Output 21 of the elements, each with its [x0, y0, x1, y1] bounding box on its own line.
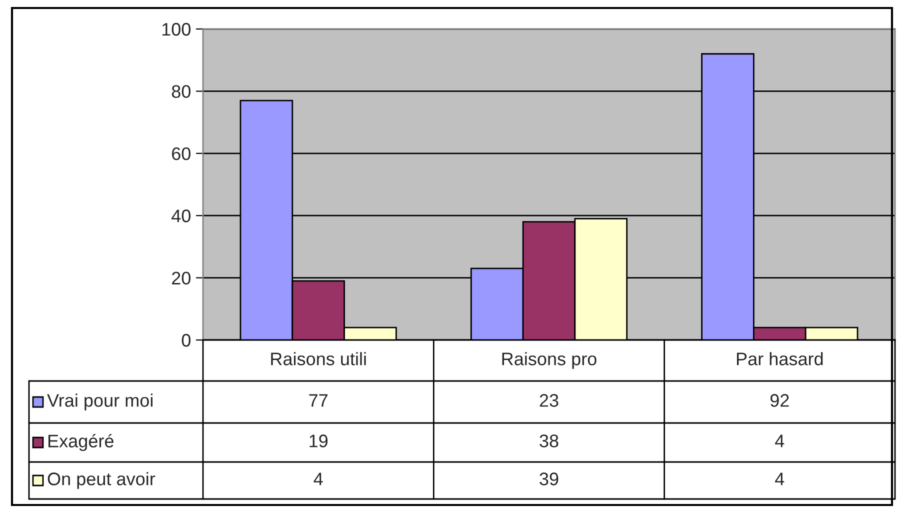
x-tick-label: Par hasard [736, 352, 823, 366]
data-label: 4 [775, 434, 784, 448]
data-label: 4 [775, 472, 784, 486]
x-tick-label: Raisons utili [271, 352, 366, 366]
y-tick-label: 40 [172, 210, 190, 222]
data-label: 38 [540, 434, 558, 448]
y-tick-label: 0 [182, 334, 190, 347]
data-label: 92 [770, 394, 789, 407]
x-tick-label: Raisons pro [502, 352, 596, 369]
data-label: 4 [314, 472, 323, 486]
data-label: 39 [540, 472, 558, 486]
data-label: 23 [540, 394, 558, 407]
legend-label: On peut avoir [48, 472, 156, 489]
y-tick-label: 80 [172, 85, 190, 98]
data-label: 19 [310, 434, 328, 448]
data-label: 77 [309, 394, 328, 407]
legend-label: Exagéré [48, 434, 114, 452]
y-tick-label: 100 [162, 22, 190, 36]
y-tick-label: 60 [172, 147, 190, 160]
legend-label: Vrai pour moi [47, 394, 152, 410]
y-tick-label: 20 [172, 272, 190, 285]
